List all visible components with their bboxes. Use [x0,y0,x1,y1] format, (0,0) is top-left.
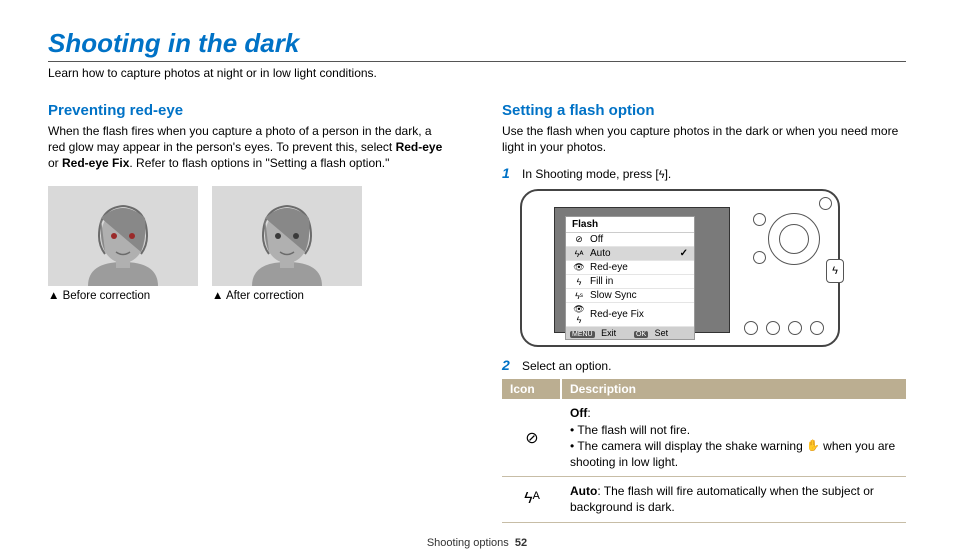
left-column: Preventing red-eye When the flash fires … [48,102,452,523]
redeye-bold-2: Red-eye Fix [62,156,129,170]
redeye-text-a: When the flash fires when you capture a … [48,124,432,154]
redeye-bold-1: Red-eye [396,140,443,154]
off-title: Off [570,406,587,420]
step-1: 1 In Shooting mode, press [ϟ]. [502,165,906,181]
flash-menu-item-label: Slow Sync [590,290,637,301]
camera-body: Flash ⊘ Offϟᴬ Auto ✓ 👁 Red-eye ϟ Fill in ϟˢ Slow … [520,189,840,347]
footer-label: Shooting options [427,537,509,549]
off-bullet-1: The flash will not fire. [570,422,898,438]
auto-title: Auto [570,484,597,498]
camera-lcd: Flash ⊘ Offϟᴬ Auto ✓ 👁 Red-eye ϟ Fill in ϟˢ Slow … [554,207,730,333]
camera-bottom-btn-2 [766,321,780,335]
step-2-text: Select an option. [522,359,611,373]
flash-menu-item-red-eye: 👁 Red-eye [566,261,694,275]
step-list: 1 In Shooting mode, press [ϟ]. [502,165,906,181]
camera-button-2 [753,251,766,264]
flash-menu-item-off: ⊘ Off [566,233,694,247]
right-column: Setting a flash option Use the flash whe… [502,102,906,523]
step-1-text-b: ]. [665,167,672,181]
flash-menu-item-icon: ϟ [572,277,586,287]
redeye-or: or [48,156,62,170]
flash-menu-item-fill-in: ϟ Fill in [566,275,694,289]
flash-menu-item-icon: 👁 [572,262,586,273]
step-1-number: 1 [502,165,514,181]
table-row-off: ⊘ Off: The flash will not fire. The came… [502,399,906,477]
redeye-paragraph: When the flash fires when you capture a … [48,123,452,172]
off-bullet-2: The camera will display the shake warnin… [570,438,898,470]
off-desc: Off: The flash will not fire. The camera… [562,399,906,476]
after-portrait [212,186,362,286]
page-footer: Shooting options 52 [0,537,954,549]
camera-flash-side-button: ϟ [826,259,844,283]
menu-footer-set: OK Set [630,327,694,339]
flash-menu-item-label: Red-eye [590,262,628,273]
after-image-box: ▲ After correction [212,186,362,302]
flash-menu-item-icon: 👁ϟ [572,304,586,325]
flash-menu-item-label: Red-eye Fix [590,309,644,320]
off-icon: ⊘ [502,399,562,476]
flash-options-table: Icon Description ⊘ Off: The flash will n… [502,379,906,522]
camera-bottom-btn-4 [810,321,824,335]
step-1-text: In Shooting mode, press [ϟ]. [522,167,671,181]
shake-warning-icon: ✋ [806,439,820,454]
flash-menu-title: Flash [566,217,694,233]
flash-menu-item-icon: ϟˢ [572,291,586,301]
flash-menu-item-slow-sync: ϟˢ Slow Sync [566,289,694,303]
page-subtitle: Learn how to capture photos at night or … [48,66,906,80]
flash-menu-footer: MENU Exit OK Set [566,327,694,339]
flash-menu-item-icon: ϟᴬ [572,249,586,259]
camera-bottom-buttons [744,321,824,335]
heading-preventing-red-eye: Preventing red-eye [48,102,452,119]
page-title: Shooting in the dark [48,28,906,59]
title-rule [48,61,906,62]
table-row-auto: ϟᴬ Auto: The flash will fire automatical… [502,477,906,522]
flash-menu: Flash ⊘ Offϟᴬ Auto ✓ 👁 Red-eye ϟ Fill in ϟˢ Slow … [565,216,695,340]
heading-setting-flash: Setting a flash option [502,102,906,119]
camera-bottom-btn-3 [788,321,802,335]
flash-menu-item-label: Auto [590,248,611,259]
before-portrait [48,186,198,286]
table-header: Icon Description [502,379,906,399]
flash-icon: ϟ [832,265,838,277]
camera-bottom-btn-1 [744,321,758,335]
step-1-text-a: In Shooting mode, press [ [522,167,659,181]
auto-desc: Auto: The flash will fire automatically … [562,477,906,521]
flash-menu-item-auto: ϟᴬ Auto ✓ [566,247,694,261]
auto-icon: ϟᴬ [502,477,562,521]
camera-illustration: Flash ⊘ Offϟᴬ Auto ✓ 👁 Red-eye ϟ Fill in ϟˢ Slow … [520,189,906,347]
camera-button-1 [753,213,766,226]
flash-menu-item-red-eye-fix: 👁ϟ Red-eye Fix [566,303,694,327]
footer-page-number: 52 [515,537,527,549]
auto-desc-text: : The flash will fire automatically when… [570,484,874,514]
before-image-box: ▲ Before correction [48,186,198,302]
before-caption: ▲ Before correction [48,290,198,302]
off-bullet-2a: The camera will display the shake warnin… [577,439,806,453]
redeye-text-c: . Refer to flash options in "Setting a f… [129,156,389,170]
step-2-number: 2 [502,357,514,373]
flash-menu-item-label: Off [590,234,603,245]
off-colon: : [587,406,590,420]
flash-menu-item-icon: ⊘ [572,234,586,245]
table-header-icon: Icon [502,379,562,399]
camera-button-3 [819,197,832,210]
example-images-row: ▲ Before correction [48,186,452,302]
flash-menu-item-label: Fill in [590,276,613,287]
step-2: 2 Select an option. [502,357,906,373]
menu-footer-exit: MENU Exit [566,327,630,339]
flash-paragraph: Use the flash when you capture photos in… [502,123,906,155]
table-header-desc: Description [562,379,906,399]
after-caption: ▲ After correction [212,290,362,302]
check-icon: ✓ [680,248,688,259]
